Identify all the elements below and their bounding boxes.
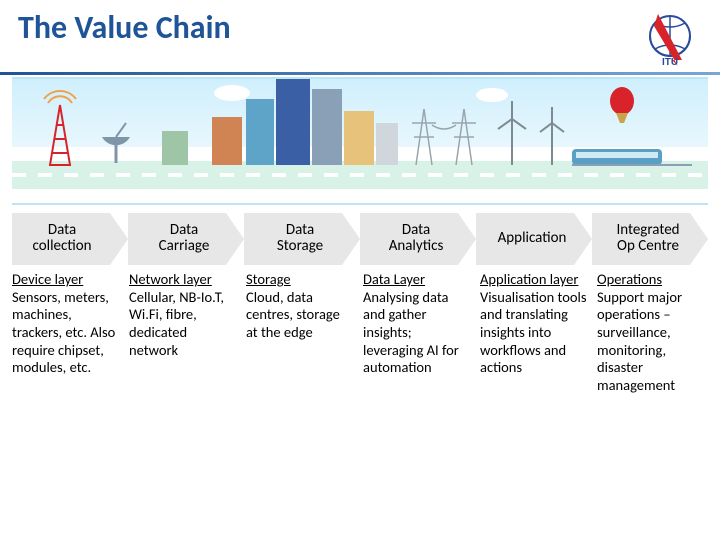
- col-heading: Storage: [246, 271, 353, 289]
- col-heading: Device layer: [12, 271, 119, 289]
- col-heading: Network layer: [129, 271, 236, 289]
- col-heading: Data Layer: [363, 271, 470, 289]
- banner-svg: [12, 79, 708, 203]
- title-underline: [0, 72, 720, 75]
- col-heading: Application layer: [480, 271, 587, 289]
- chevron-application: Application: [476, 213, 592, 265]
- chevron-data-storage: Data Storage: [244, 213, 360, 265]
- train-icon: [572, 149, 692, 165]
- chevron-label: Integrated Op Centre: [592, 213, 690, 265]
- col-storage: StorageCloud, data centres, storage at t…: [246, 271, 357, 395]
- col-body: Visualisation tools and translating insi…: [480, 288, 587, 377]
- slide-title: The Value Chain: [18, 8, 231, 47]
- col-body: Analysing data and gather insights; leve…: [363, 288, 459, 377]
- col-body: Sensors, meters, machines, trackers, etc…: [12, 288, 115, 377]
- col-network-layer: Network layerCellular, NB-Io.T, Wi.Fi, f…: [129, 271, 240, 395]
- chevron-data-carriage: Data Carriage: [128, 213, 244, 265]
- chevron-label: Data Storage: [244, 213, 342, 265]
- smart-city-illustration: [12, 77, 708, 205]
- col-operations: OperationsSupport major operations – sur…: [597, 271, 708, 395]
- itu-logo: ITU: [638, 8, 702, 68]
- slide: The Value Chain ITU: [0, 0, 720, 540]
- col-body: Cloud, data centres, storage at the edge: [246, 288, 340, 341]
- wind-turbine-icon: [498, 101, 564, 165]
- chevron-label: Data collection: [12, 213, 110, 265]
- balloon-icon: [610, 87, 634, 123]
- col-heading: Operations: [597, 271, 704, 289]
- svg-text:ITU: ITU: [662, 57, 678, 68]
- col-body: Support major operations – surveillance,…: [597, 288, 682, 394]
- col-data-layer: Data LayerAnalysing data and gather insi…: [363, 271, 474, 395]
- description-row: Device layerSensors, meters, machines, t…: [0, 265, 720, 395]
- radio-tower-icon: [44, 91, 76, 165]
- satellite-dish-icon: [102, 123, 130, 163]
- chevron-data-collection: Data collection: [12, 213, 128, 265]
- col-body: Cellular, NB-Io.T, Wi.Fi, fibre, dedicat…: [129, 288, 224, 359]
- title-row: The Value Chain ITU: [0, 0, 720, 72]
- chevron-label: Application: [476, 213, 574, 265]
- chevron-label: Data Carriage: [128, 213, 226, 265]
- pylon-icon: [412, 109, 476, 165]
- col-device-layer: Device layerSensors, meters, machines, t…: [12, 271, 123, 395]
- col-application-layer: Application layerVisualisation tools and…: [480, 271, 591, 395]
- chevron-row: Data collection Data Carriage Data Stora…: [0, 205, 720, 265]
- chevron-label: Data Analytics: [360, 213, 458, 265]
- chevron-integrated-op-centre: Integrated Op Centre: [592, 213, 708, 265]
- chevron-data-analytics: Data Analytics: [360, 213, 476, 265]
- buildings: [162, 79, 398, 165]
